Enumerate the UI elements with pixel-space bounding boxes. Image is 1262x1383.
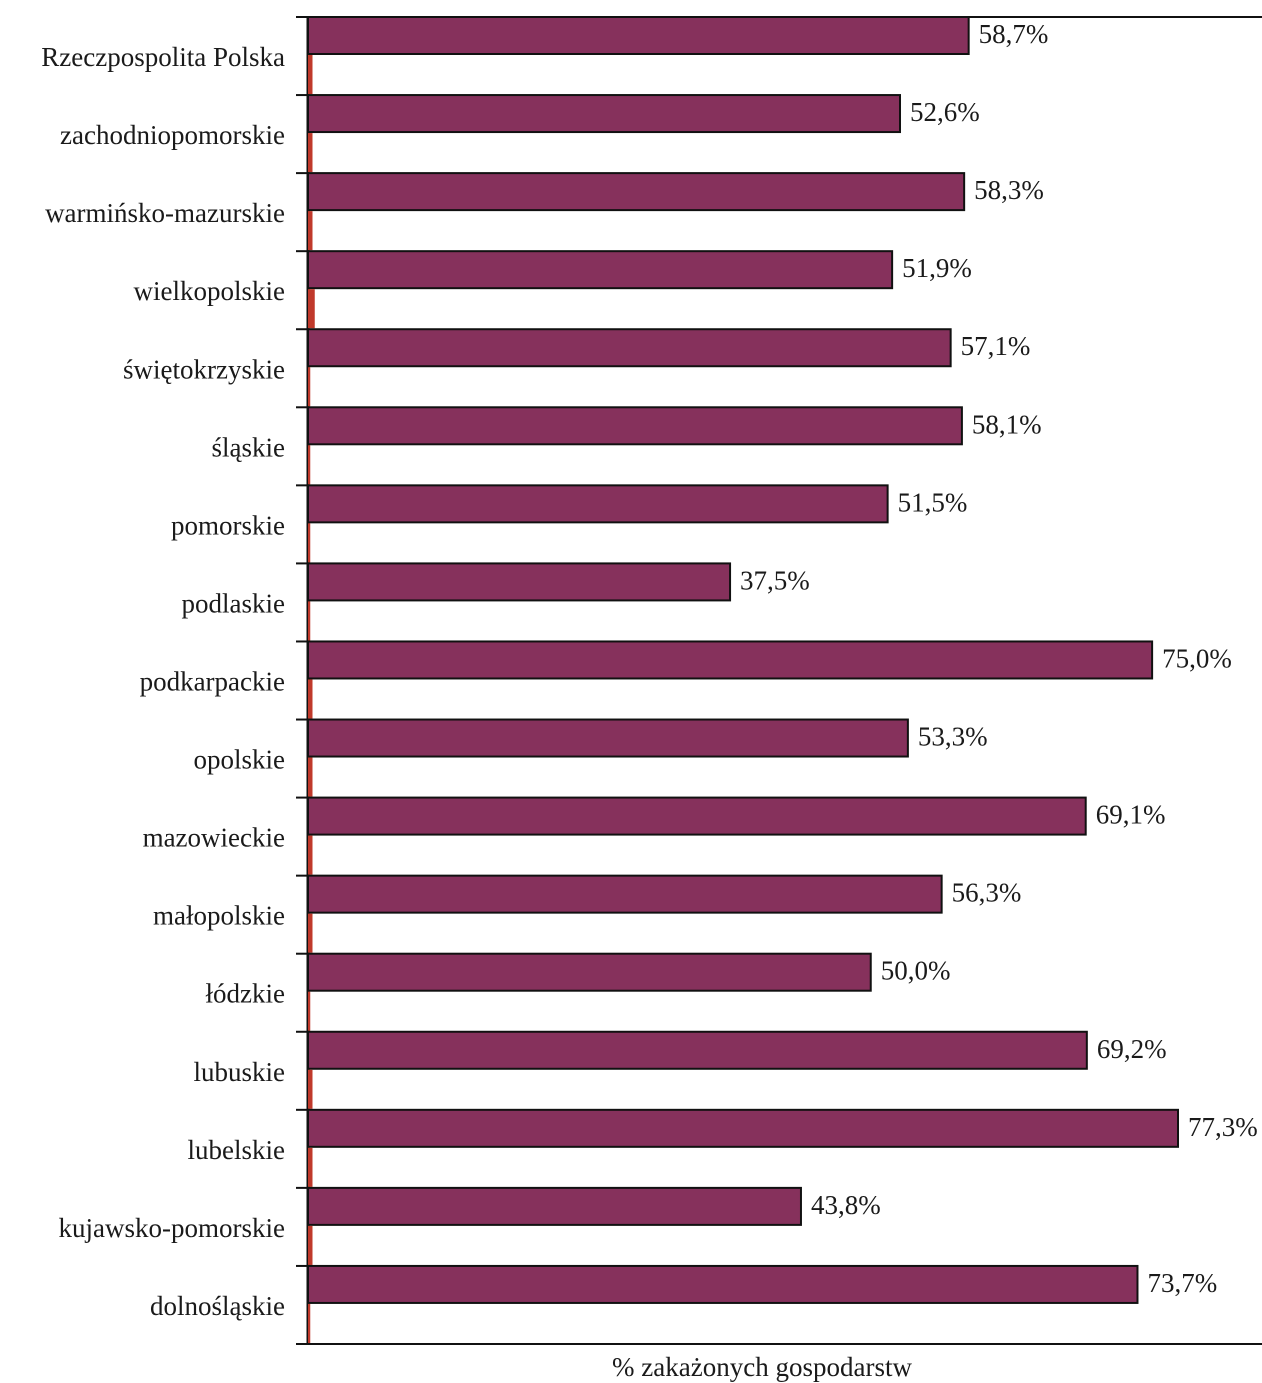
value-label: 53,3% [918,722,988,752]
secondary-bar [308,835,313,875]
bars [307,16,1179,1343]
category-label: warmińsko-mazurskie [45,198,285,228]
secondary-bar [308,211,313,251]
secondary-bar [308,757,313,797]
value-label: 50,0% [881,956,951,986]
category-label: podkarpackie [140,667,285,697]
bar [307,874,943,914]
secondary-bar [308,445,311,485]
value-label: 73,7% [1147,1268,1217,1298]
bar [307,406,963,446]
bar [307,952,872,992]
secondary-bar [308,55,313,95]
secondary-bar [308,367,311,407]
value-label: 58,7% [979,19,1049,49]
secondary-bar [308,913,313,953]
bar [307,1186,802,1226]
value-label: 57,1% [961,331,1031,361]
category-labels: Rzeczpospolita Polska zachodniopomorskie w… [41,42,285,1321]
bar [307,94,902,134]
bar [307,484,889,524]
value-label: 75,0% [1162,643,1232,673]
category-label: kujawsko-pomorskie [59,1213,285,1243]
category-label: małopolskie [153,901,285,931]
bar [307,796,1087,836]
value-label: 58,1% [972,409,1042,439]
x-axis-title: % zakażonych gospodarstw [612,1352,912,1382]
value-label: 56,3% [952,878,1022,908]
value-label: 37,5% [740,565,810,595]
value-label: 51,5% [898,487,968,517]
category-label: pomorskie [171,510,285,540]
value-label: 69,2% [1097,1034,1167,1064]
category-label: Rzeczpospolita Polska [41,42,285,72]
category-label: łódzkie [206,979,285,1009]
bar [307,250,894,290]
bar [307,16,970,55]
secondary-bar [308,1225,313,1265]
bar [307,640,1154,680]
category-label: lubuskie [194,1057,286,1087]
category-label: podlaskie [182,588,285,618]
secondary-bar [308,133,313,173]
secondary-bar [308,289,315,329]
value-label: 69,1% [1096,800,1166,830]
secondary-bar [308,601,311,641]
secondary-bar [308,991,311,1031]
bar [307,1108,1179,1148]
category-label: dolnośląskie [150,1291,285,1321]
category-label: wielkopolskie [134,276,285,306]
value-label: 43,8% [811,1190,881,1220]
secondary-bar [308,1147,313,1187]
bar [307,172,966,212]
value-labels: 58,7% 52,6% 58,3% 51,9% 57,1% 58,1% 51,5% 37,5%… [740,19,1258,1298]
category-label: opolskie [194,745,286,775]
value-label: 77,3% [1188,1112,1258,1142]
category-label: zachodniopomorskie [60,120,285,150]
value-label: 51,9% [902,253,972,283]
bar [307,562,732,602]
bar [307,1264,1139,1304]
category-label: śląskie [212,432,286,462]
secondary-bar [308,679,313,719]
category-label: świętokrzyskie [123,354,285,384]
category-label: mazowieckie [143,823,285,853]
bar [307,1030,1088,1070]
secondary-bar [308,523,311,563]
bar [307,718,909,758]
secondary-bar [308,1069,313,1109]
bar [307,328,952,368]
value-label: 58,3% [974,175,1044,205]
secondary-bar [308,1303,311,1343]
value-label: 52,6% [910,97,980,127]
category-label: lubelskie [188,1135,285,1165]
